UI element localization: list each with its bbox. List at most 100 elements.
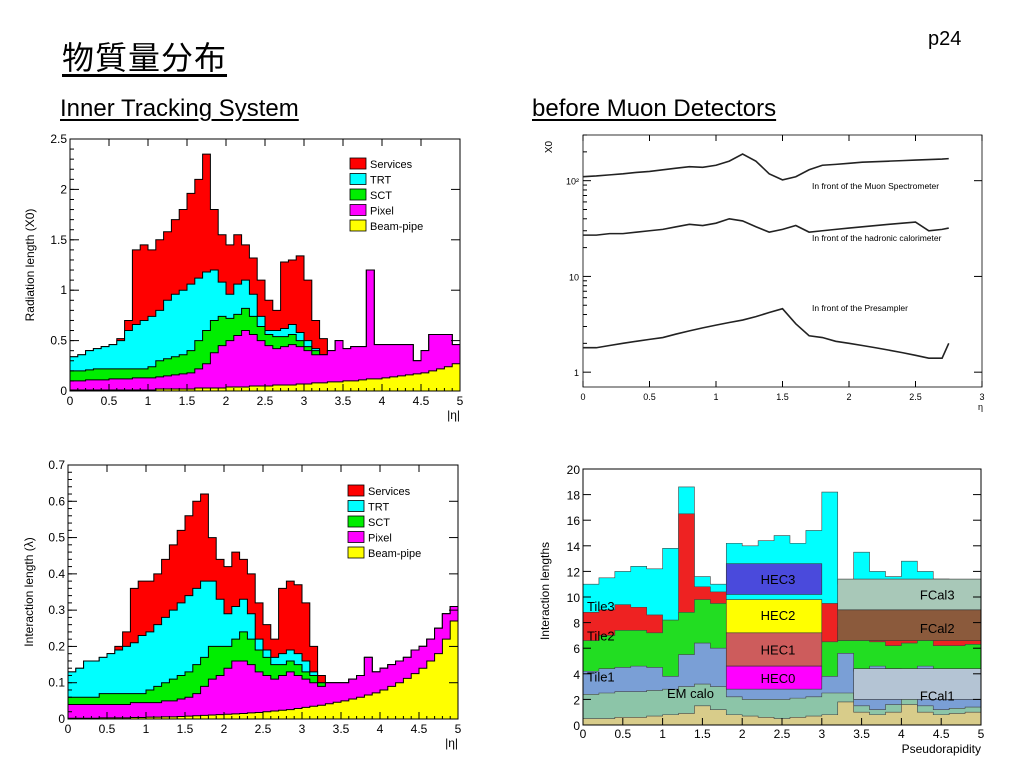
region-label-fcal2: FCal2: [920, 621, 955, 636]
y-tick-label: 0.2: [48, 639, 65, 653]
x-tick-label: 0: [580, 392, 585, 402]
x-tick-label: 3.5: [335, 394, 352, 408]
region-label-em-calo: EM calo: [667, 686, 714, 701]
x-tick-label: 5: [457, 394, 464, 408]
y-tick-label: 14: [567, 540, 581, 554]
x-tick-label: 2: [223, 394, 230, 408]
legend-swatch: [349, 204, 367, 216]
fcal1-band: [853, 668, 982, 700]
x-tick-label: 0.5: [614, 727, 631, 741]
x-tick-label: 4.5: [411, 722, 428, 736]
fcal2-band: [837, 609, 982, 641]
hec0-band: [725, 665, 823, 690]
x-tick-label: 1.5: [694, 727, 711, 741]
legend-swatch: [347, 531, 365, 543]
y-tick-label: 0.5: [50, 334, 67, 348]
region-label-tile2: Tile2: [587, 629, 615, 644]
region-label-fcal1: FCal1: [920, 689, 955, 704]
y-tick-label: 0: [573, 719, 580, 733]
y-axis-label: Interaction length (λ): [22, 537, 36, 646]
legend-label: Beam-pipe: [370, 221, 423, 233]
x-axis-label: |η|: [447, 408, 460, 422]
y-tick-label: 0.5: [48, 531, 65, 545]
x-tick-label: 2.5: [774, 727, 791, 741]
hec3-band: [725, 563, 823, 595]
region-label-tile1: Tile1: [587, 669, 615, 684]
y-tick-label: 6: [573, 642, 580, 656]
x-tick-label: 0: [580, 727, 587, 741]
x-tick-label: 2: [739, 727, 746, 741]
x-tick-label: 0.5: [643, 392, 656, 402]
slide-title: 物質量分布: [62, 39, 228, 77]
y-tick-label: 0.3: [48, 603, 65, 617]
legend-swatch: [347, 546, 365, 559]
x-axis-label: |η|: [445, 736, 458, 750]
series-line: [582, 153, 949, 181]
x-tick-label: 4: [379, 394, 386, 408]
x-tick-label: 0: [65, 722, 72, 736]
y-tick-label: 2: [573, 693, 580, 707]
legend-swatch: [349, 188, 367, 201]
region-label-hec1: HEC1: [761, 643, 796, 658]
y-tick-label: 16: [567, 514, 581, 528]
y-tick-label: 2: [60, 182, 67, 196]
region-label-hec3: HEC3: [761, 572, 796, 587]
x-tick-label: 4.5: [413, 394, 430, 408]
x-tick-label: 5: [978, 727, 985, 741]
y-tick-label: 0.1: [48, 676, 65, 690]
x-tick-label: 2: [846, 392, 851, 402]
x-tick-label: 0.5: [101, 394, 118, 408]
series-area-pixel: [69, 269, 461, 392]
x-tick-label: 2.5: [909, 392, 922, 402]
heading-muon-detectors: before Muon Detectors: [532, 95, 777, 122]
x-axis-label: Pseudorapidity: [902, 742, 981, 756]
x-tick-label: 3: [979, 392, 984, 402]
x-tick-label: 4.5: [933, 727, 950, 741]
legend-swatch: [349, 157, 367, 170]
legend-label: Beam-pipe: [368, 548, 421, 560]
legend-label: Services: [370, 159, 413, 171]
x-tick-label: 3: [301, 394, 308, 408]
y-tick-label: 2.5: [50, 132, 67, 146]
y-tick-label: 1: [60, 283, 67, 297]
hec2-band: [725, 599, 823, 634]
y-axis-label: X0: [544, 140, 555, 153]
legend-label: TRT: [368, 502, 389, 514]
heading-inner-tracking: Inner Tracking System: [60, 95, 299, 122]
x-tick-label: 1: [713, 392, 718, 402]
x-tick-label: 1.5: [776, 392, 789, 402]
y-tick-label: 0.4: [48, 567, 65, 581]
x-tick-label: 2: [221, 722, 228, 736]
fcal3-band: [837, 578, 982, 611]
legend-swatch: [349, 219, 367, 232]
legend-label: SCT: [368, 517, 390, 529]
legend-swatch: [347, 515, 365, 528]
series-line: [583, 307, 950, 359]
x-tick-label: 1: [145, 394, 152, 408]
muon-material-chart: 0 0.5 1 1.5 2 2.5 3 1 10 10² In front of the Muon …: [544, 134, 985, 412]
y-tick-label: 20: [567, 463, 581, 477]
y-tick-label: 18: [567, 489, 581, 503]
x-tick-label: 2.5: [255, 722, 272, 736]
series-label: In front of the hadronic calorimeter: [812, 233, 942, 243]
y-tick-label: 1.5: [50, 233, 67, 247]
y-tick-label: 10²: [566, 177, 579, 187]
x-tick-label: 3.5: [853, 727, 870, 741]
series-label: In front of the Presampler: [812, 303, 908, 313]
x-tick-label: 5: [455, 722, 462, 736]
region-label-hec0: HEC0: [761, 671, 796, 686]
legend-label: SCT: [370, 190, 392, 202]
y-tick-label: 10: [569, 272, 579, 282]
calo-layer: [582, 701, 982, 726]
series-label: In front of the Muon Spectrometer: [812, 181, 939, 191]
page-number: p24: [928, 28, 962, 50]
region-label-tile3: Tile3: [587, 599, 615, 614]
x-tick-label: 4: [898, 727, 905, 741]
radiation-length-chart: 0 0.5 1 1.5 2 2.5 3 3.5 4 4.5 5 0 0.5 1 1.5 2 2.5 |η| Radi…: [23, 132, 464, 422]
x-tick-label: 0.5: [99, 722, 116, 736]
y-tick-label: 0.7: [48, 458, 65, 472]
y-tick-label: 12: [567, 565, 581, 579]
series-area-pixel: [67, 599, 459, 720]
x-axis-label: η: [978, 402, 983, 412]
y-tick-label: 4: [573, 668, 580, 682]
